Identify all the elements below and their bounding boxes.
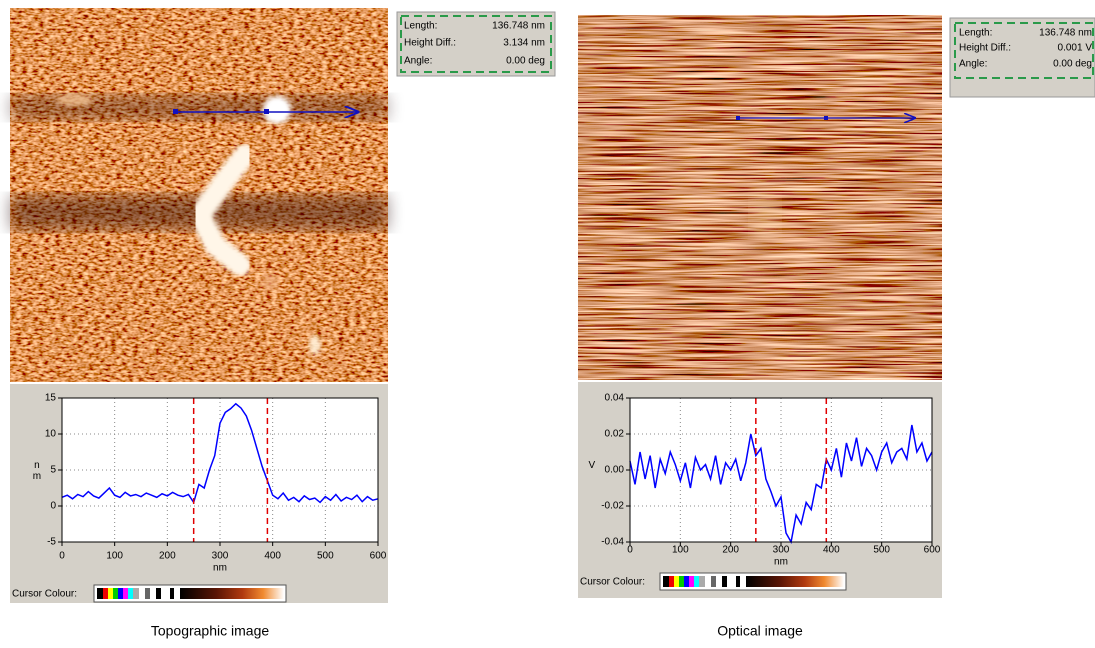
info-value: 0.00 deg (1053, 59, 1092, 70)
x-tick-label: 300 (773, 545, 790, 556)
y-axis-label: nm (31, 460, 42, 482)
cursor-colour: Cursor Colour: (12, 584, 287, 603)
info-value: 0.00 deg (506, 56, 545, 67)
y-tick-label: -0.02 (601, 501, 624, 512)
y-tick-label: 10 (45, 429, 57, 440)
y-tick-label: 0.02 (605, 429, 625, 440)
x-tick-label: 400 (264, 551, 281, 562)
info-value: 136.748 nm (1039, 28, 1092, 39)
x-tick-label: 500 (317, 551, 334, 562)
info-label: Angle: (404, 56, 432, 67)
caption: Optical image (717, 623, 803, 639)
x-axis-label: nm (774, 557, 788, 568)
info-value: 0.001 V (1058, 43, 1093, 54)
profile-line (629, 424, 933, 545)
topographic-image (10, 8, 388, 382)
info-box: Length: 136.748 nm Height Diff.: 0.001 V… (949, 17, 1095, 98)
x-tick-label: 300 (212, 551, 229, 562)
x-tick-label: 100 (672, 545, 689, 556)
cursor-colour-label: Cursor Colour: (12, 589, 77, 600)
x-tick-label: 100 (106, 551, 123, 562)
x-tick-label: 600 (370, 551, 387, 562)
info-label: Angle: (959, 59, 987, 70)
cursor-colour-label: Cursor Colour: (580, 577, 645, 588)
y-tick-label: 5 (50, 465, 56, 476)
x-tick-label: 0 (59, 551, 65, 562)
x-tick-label: 600 (924, 545, 941, 556)
profile-line (61, 402, 379, 505)
optical-image (578, 15, 942, 380)
info-value: 136.748 nm (492, 21, 545, 32)
y-tick-label: 0.00 (605, 465, 625, 476)
info-value: 3.134 nm (503, 38, 545, 49)
x-axis-label: nm (213, 563, 227, 574)
info-label: Height Diff.: (959, 43, 1011, 54)
x-tick-label: 0 (627, 545, 633, 556)
plot-frame (629, 397, 933, 543)
caption: Topographic image (151, 623, 270, 639)
info-box: Length: 136.748 nm Height Diff.: 3.134 n… (396, 11, 556, 77)
y-tick-label: 15 (45, 393, 57, 404)
info-label: Length: (959, 28, 992, 39)
x-tick-label: 200 (159, 551, 176, 562)
info-label: Height Diff.: (404, 38, 456, 49)
x-tick-label: 500 (873, 545, 890, 556)
y-tick-label: -0.04 (601, 537, 624, 548)
info-label: Length: (404, 21, 437, 32)
x-tick-label: 400 (823, 545, 840, 556)
y-tick-label: 0 (50, 501, 56, 512)
y-axis-label: V (586, 460, 597, 471)
y-tick-label: 0.04 (605, 393, 625, 404)
cursor-colour: Cursor Colour: (580, 572, 847, 591)
x-tick-label: 200 (722, 545, 739, 556)
y-tick-label: -5 (47, 537, 56, 548)
plot-frame (61, 397, 379, 543)
